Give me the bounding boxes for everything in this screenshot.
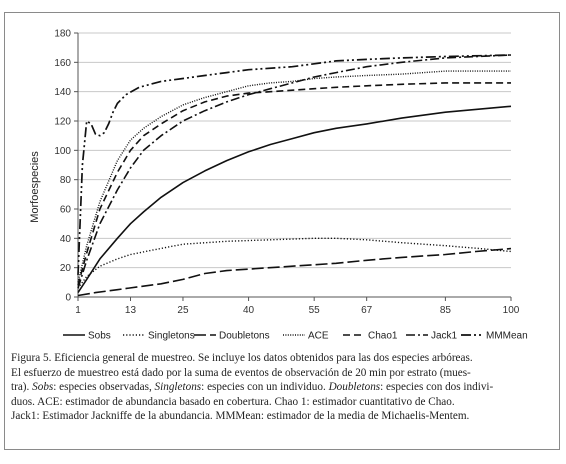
caption-text: tra). (11, 381, 33, 394)
y-tick-labels: 0 20 40 60 80 100 120 140 160 180 (54, 29, 71, 304)
series-line-mmmean (77, 54, 512, 276)
x-tick-label: 55 (309, 305, 321, 316)
legend-label-sobs: Sobs (88, 331, 111, 342)
caption-line-2: El esfuerzo de muestreo está dado por la… (11, 366, 471, 379)
series-line-doubletons (77, 247, 512, 297)
y-axis-label: Morfoespecies (29, 151, 41, 223)
caption-text: : especies con un individuo. (201, 381, 329, 394)
x-tick-label: 13 (125, 305, 137, 316)
y-tick-label: 20 (60, 263, 72, 274)
figure-frame: 0 20 40 60 80 100 120 140 160 180 1 13 25 40 55 67 85 10… (4, 12, 560, 450)
legend: Sobs Singletons Doubletons ACE Chao1 Jack1 MMM… (63, 331, 528, 342)
series-line-chao1 (77, 82, 511, 286)
x-tick-label: 40 (243, 305, 255, 316)
caption-term-doubletons: Doubletons (328, 381, 381, 394)
caption-text: : especies con dos indivi- (380, 381, 494, 394)
legend-label-mmmean: MMMean (486, 331, 528, 342)
caption-text: : especies observadas, (53, 381, 155, 394)
caption-line-4: duos. ACE: estimador de abundancia basad… (11, 395, 455, 408)
y-tick-label: 80 (60, 175, 72, 186)
series-line-singletons (77, 237, 512, 289)
y-tick-label: 40 (60, 234, 72, 245)
caption-line-3: tra). Sobs: especies observadas, Singlet… (11, 380, 553, 395)
legend-label-ace: ACE (308, 331, 329, 342)
series-line-jack1 (77, 54, 512, 289)
y-tick-label: 60 (60, 205, 72, 216)
y-tick-label: 0 (65, 293, 71, 304)
caption-line-1: Figura 5. Eficiencia general de muestreo… (11, 352, 473, 364)
y-tick-label: 100 (54, 146, 71, 157)
grid-lines (78, 32, 511, 269)
x-tick-labels: 1 13 25 40 55 67 85 100 (75, 305, 520, 316)
y-tick-label: 120 (54, 117, 71, 128)
y-tick-label: 180 (54, 29, 71, 40)
x-tick-label: 67 (361, 305, 373, 316)
legend-label-jack1: Jack1 (431, 331, 458, 342)
x-tick-label: 25 (177, 305, 189, 316)
series-line-ace (77, 70, 511, 283)
caption-line-5: Jack1: Estimador Jackniffe de la abundan… (11, 410, 470, 423)
legend-label-singletons: Singletons (148, 331, 195, 342)
series-line-sobs (77, 105, 512, 294)
axes (74, 32, 512, 301)
caption-term-singletons: Singletons (154, 381, 202, 394)
x-tick-label: 100 (503, 305, 520, 316)
legend-label-doubletons: Doubletons (219, 331, 270, 342)
x-tick-label: 1 (75, 305, 81, 316)
line-chart: 0 20 40 60 80 100 120 140 160 180 1 13 25 40 55 67 85 10… (29, 29, 528, 342)
y-tick-label: 160 (54, 58, 71, 69)
series-lines (77, 54, 512, 297)
x-tick-label: 85 (440, 305, 452, 316)
y-tick-label: 140 (54, 87, 71, 98)
caption-term-sobs: Sobs (32, 381, 54, 394)
legend-label-chao1: Chao1 (368, 331, 398, 342)
figure-caption: Figura 5. Eficiencia general de muestreo… (11, 351, 553, 424)
